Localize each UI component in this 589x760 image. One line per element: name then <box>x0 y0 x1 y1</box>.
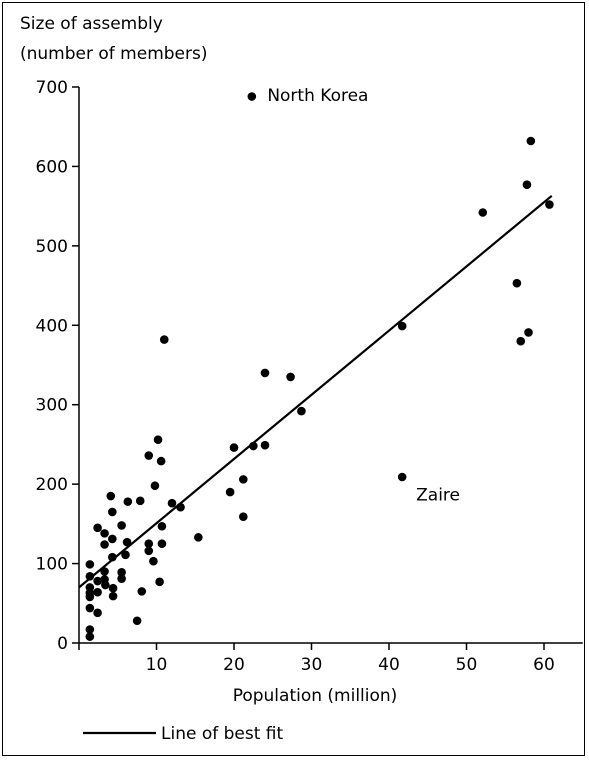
data-point <box>93 576 102 586</box>
y-tick-label: 200 <box>36 475 68 495</box>
y-tick-label: 300 <box>36 396 68 416</box>
annotation-label: Zaire <box>416 485 460 505</box>
data-point <box>85 632 95 641</box>
legend-label: Line of best fit <box>161 724 284 744</box>
data-point <box>260 368 270 378</box>
data-point <box>155 577 164 587</box>
data-point <box>144 546 154 556</box>
data-point <box>100 567 109 576</box>
data-point <box>85 560 95 569</box>
data-point <box>239 512 248 522</box>
y-axis-title-line-1: Size of assembly <box>20 14 163 34</box>
data-point <box>144 451 154 460</box>
data-point <box>247 92 257 101</box>
data-point <box>397 472 407 482</box>
y-axis-title-line-2: (number of members) <box>20 44 207 64</box>
x-tick-label: 40 <box>378 655 400 675</box>
data-point <box>167 498 177 508</box>
data-point <box>108 591 118 601</box>
data-point <box>150 481 160 491</box>
data-point <box>516 336 526 346</box>
data-point <box>85 592 95 602</box>
y-tick-label: 400 <box>36 316 68 336</box>
data-point <box>123 497 133 506</box>
data-point <box>117 574 126 583</box>
data-point <box>286 372 295 382</box>
x-tick-label: 50 <box>456 655 478 675</box>
data-point <box>85 571 95 581</box>
data-point <box>132 616 142 626</box>
y-tick-label: 500 <box>36 237 68 257</box>
data-point <box>153 435 163 444</box>
data-point <box>108 507 117 517</box>
y-tick-label: 100 <box>36 555 68 575</box>
data-point <box>100 540 109 549</box>
data-point <box>117 521 126 530</box>
x-tick-label: 60 <box>533 655 555 675</box>
data-point <box>157 521 167 531</box>
data-point <box>260 440 270 450</box>
data-point <box>137 587 147 596</box>
data-point <box>135 496 145 506</box>
data-point <box>100 529 109 538</box>
data-point <box>122 537 132 547</box>
x-tick-label: 10 <box>146 655 168 675</box>
data-point <box>144 539 154 549</box>
data-point <box>159 335 169 344</box>
annotation-label: North Korea <box>267 86 368 106</box>
y-tick-label: 700 <box>36 78 68 98</box>
data-point <box>106 491 116 501</box>
data-point <box>93 523 102 533</box>
data-point <box>108 552 117 562</box>
data-point <box>397 321 407 331</box>
data-point <box>117 568 126 577</box>
data-point <box>478 208 488 217</box>
data-point <box>526 136 536 146</box>
data-point <box>545 200 554 209</box>
x-axis-title: Population (million) <box>233 686 398 706</box>
y-tick-label: 0 <box>57 634 68 654</box>
best-fit-line <box>78 194 553 589</box>
plot-area: 0 100 200 300 400 500 600 700 10 20 30 40 50 60 North … <box>36 78 583 675</box>
data-point <box>225 487 235 497</box>
scatter-chart: Size of assembly (number of members) Pop… <box>20 14 583 744</box>
data-point <box>157 539 167 549</box>
data-point <box>121 550 130 560</box>
data-point <box>249 441 258 451</box>
data-point <box>297 406 306 416</box>
data-point <box>93 587 102 597</box>
data-point <box>108 583 118 593</box>
data-point <box>194 533 203 542</box>
x-tick-label: 30 <box>301 655 323 675</box>
data-point <box>101 580 110 590</box>
data-point <box>149 556 158 566</box>
data-point <box>512 278 522 288</box>
data-point <box>85 625 95 634</box>
data-point <box>524 328 533 337</box>
data-point <box>522 180 532 189</box>
data-point <box>85 603 95 613</box>
data-point <box>156 456 166 466</box>
data-point <box>239 475 248 484</box>
data-point <box>93 608 102 618</box>
data-point <box>108 534 117 544</box>
data-point <box>229 443 239 452</box>
data-point <box>176 502 185 512</box>
x-tick-label: 20 <box>223 655 245 675</box>
y-tick-label: 600 <box>36 157 68 177</box>
